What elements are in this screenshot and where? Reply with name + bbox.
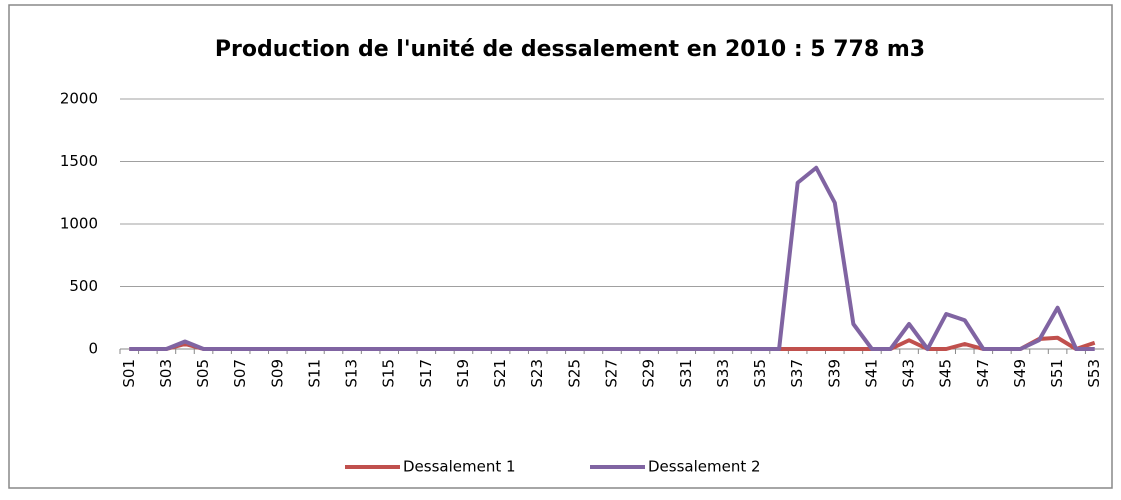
y-tick-label: 500 <box>69 277 98 295</box>
legend-label: Dessalement 1 <box>403 458 516 476</box>
x-tick-label: S39 <box>825 359 843 388</box>
x-tick-label: S49 <box>1011 359 1029 388</box>
x-tick-label: S15 <box>380 359 398 388</box>
y-tick-label: 0 <box>88 340 98 358</box>
x-tick-label: S21 <box>491 359 509 388</box>
x-tick-label: S35 <box>751 359 769 388</box>
chart-title: Production de l'unité de dessalement en … <box>215 37 925 62</box>
x-tick-label: S07 <box>231 359 249 388</box>
x-tick-label: S17 <box>417 359 435 388</box>
x-tick-label: S53 <box>1085 359 1103 388</box>
x-tick-label: S09 <box>268 359 286 388</box>
x-tick-label: S33 <box>714 359 732 388</box>
x-tick-label: S31 <box>677 359 695 388</box>
y-tick-label: 1000 <box>60 215 98 233</box>
x-tick-label: S37 <box>788 359 806 388</box>
legend-label: Dessalement 2 <box>648 458 761 476</box>
y-tick-label: 1500 <box>60 152 98 170</box>
x-tick-label: S05 <box>194 359 212 388</box>
x-tick-label: S03 <box>157 359 175 388</box>
x-tick-label: S45 <box>937 359 955 388</box>
x-tick-label: S41 <box>862 359 880 388</box>
x-tick-label: S19 <box>454 359 472 388</box>
x-tick-label: S13 <box>343 359 361 388</box>
y-tick-label: 2000 <box>60 90 98 108</box>
x-tick-label: S27 <box>603 359 621 388</box>
x-tick-label: S23 <box>528 359 546 388</box>
x-tick-label: S11 <box>305 359 323 388</box>
x-tick-label: S43 <box>900 359 918 388</box>
x-tick-label: S25 <box>565 359 583 388</box>
series-line <box>129 165 1095 351</box>
chart-frame <box>8 4 1113 489</box>
x-tick-label: S29 <box>640 359 658 388</box>
x-tick-label: S51 <box>1048 359 1066 388</box>
x-tick-label: S01 <box>120 359 138 388</box>
x-tick-label: S47 <box>974 359 992 388</box>
